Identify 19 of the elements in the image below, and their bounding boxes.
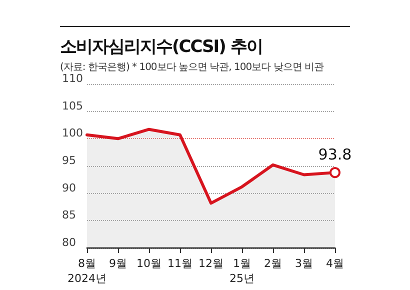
- x-tick-label: 2월: [264, 257, 282, 270]
- x-tick-label: 3월: [295, 257, 313, 270]
- x-tick-label: 4월: [326, 257, 344, 270]
- y-tick-label: 100: [62, 126, 83, 140]
- x-tick-label: 8월 2024년: [68, 257, 106, 285]
- x-tick-label: 12월: [198, 257, 224, 270]
- x-tick-label: 1월 25년: [230, 257, 254, 285]
- chart-subtitle: (자료: 한국은행) * 100보다 높으면 낙관, 100보다 낮으면 비관: [60, 61, 325, 74]
- x-tick-label: 9월: [109, 257, 127, 270]
- y-tick-label: 105: [62, 99, 83, 112]
- y-tick-label: 85: [62, 208, 76, 222]
- y-tick-label: 90: [62, 181, 76, 194]
- chart-title: 소비자심리지수(CCSI) 추이: [60, 36, 264, 58]
- y-tick-label: 95: [62, 154, 76, 167]
- y-tick-label: 110: [62, 72, 83, 85]
- data-label: 93.8: [318, 146, 352, 164]
- x-tick-label: 11월: [168, 257, 192, 270]
- y-tick-label: 80: [62, 236, 76, 249]
- x-tick-label: 10월: [136, 257, 162, 270]
